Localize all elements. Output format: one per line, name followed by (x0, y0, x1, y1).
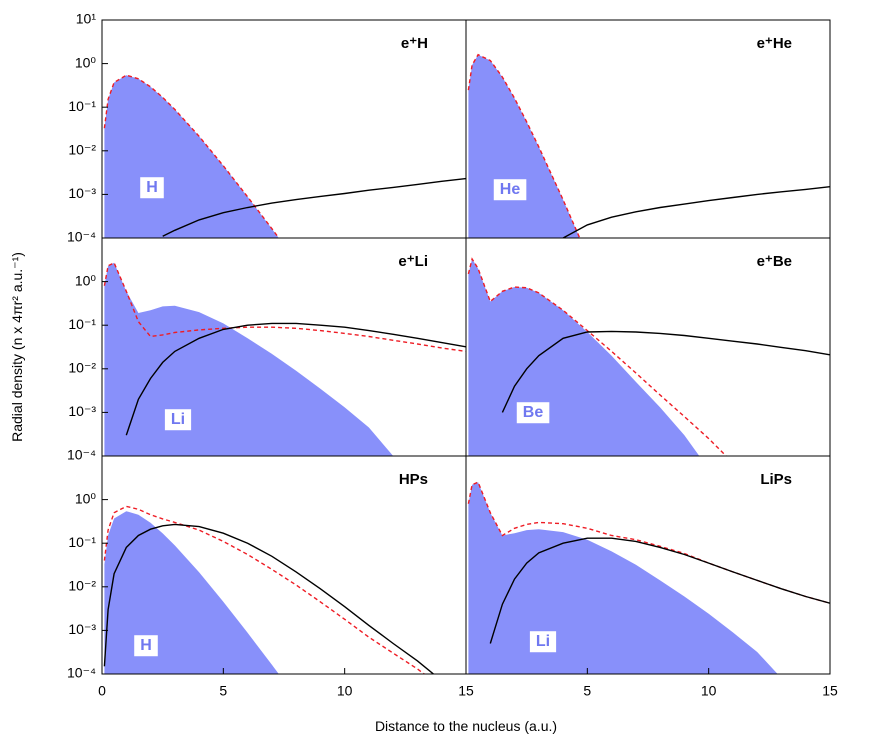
y-tick-label: 10⁻⁴ (67, 665, 96, 681)
x-tick-label: 10 (701, 683, 717, 699)
density-area (104, 262, 394, 456)
inset-label: Li (536, 633, 550, 650)
inset-box (516, 402, 550, 424)
panel (103, 505, 435, 674)
inset-label: Be (523, 404, 544, 421)
panel (467, 481, 830, 674)
y-tick-label: 10⁰ (75, 272, 97, 288)
y-tick-label: 10⁻¹ (68, 534, 96, 550)
density-area (468, 482, 778, 674)
density-area (104, 75, 279, 238)
panel-title: e⁺H (401, 35, 428, 52)
inset-label: H (140, 637, 152, 654)
x-tick-label: 15 (458, 683, 474, 699)
density-line (562, 186, 830, 238)
panel (467, 257, 830, 456)
panel-title: HPs (399, 471, 428, 488)
x-tick-label: 10 (337, 683, 353, 699)
x-tick-label: 5 (219, 683, 227, 699)
inset-box (493, 179, 527, 201)
y-tick-label: 10⁻² (68, 578, 96, 594)
x-axis-label: Distance to the nucleus (a.u.) (375, 718, 557, 734)
y-tick-label: 10⁻² (68, 360, 96, 376)
inset-label: He (500, 181, 521, 198)
y-axis-label: Radial density (n x 4πr² a.u.⁻¹) (9, 252, 25, 442)
y-tick-label: 10⁻³ (68, 621, 96, 637)
inset-label: H (146, 179, 158, 196)
panel (103, 261, 466, 456)
panel-title: e⁺Li (398, 253, 428, 270)
inset-label: Li (171, 411, 185, 428)
inset-box (164, 409, 192, 431)
density-line (467, 53, 581, 238)
y-tick-label: 10⁻¹ (68, 316, 96, 332)
panel-title: e⁺He (757, 35, 792, 52)
density-line (103, 523, 435, 674)
panel-title: LiPs (760, 471, 792, 488)
panel-frame (465, 455, 831, 675)
y-tick-label: 10⁰ (75, 490, 97, 506)
inset-box (140, 177, 164, 199)
panel (103, 74, 466, 238)
y-tick-label: 10⁻¹ (68, 98, 96, 114)
y-tick-label: 10⁻⁴ (67, 447, 96, 463)
y-tick-label: 10⁰ (75, 54, 97, 70)
y-tick-label: 10¹ (76, 11, 97, 27)
density-area (468, 259, 700, 456)
density-line (501, 330, 830, 413)
panel-title: e⁺Be (757, 253, 792, 270)
x-tick-label: 5 (583, 683, 591, 699)
inset-box (529, 631, 557, 653)
x-tick-label: 15 (822, 683, 838, 699)
y-tick-label: 10⁻⁴ (67, 229, 96, 245)
density-line (467, 257, 728, 456)
density-line (103, 261, 466, 353)
density-line (162, 177, 466, 237)
density-area (104, 511, 279, 674)
y-tick-label: 10⁻³ (68, 403, 96, 419)
x-tick-label: 0 (98, 683, 106, 699)
inset-box (134, 635, 158, 657)
panel (467, 53, 830, 238)
density-line (489, 537, 830, 644)
y-tick-label: 10⁻² (68, 142, 96, 158)
y-tick-label: 10⁻³ (68, 185, 96, 201)
density-line (125, 322, 466, 436)
density-area (468, 54, 580, 238)
